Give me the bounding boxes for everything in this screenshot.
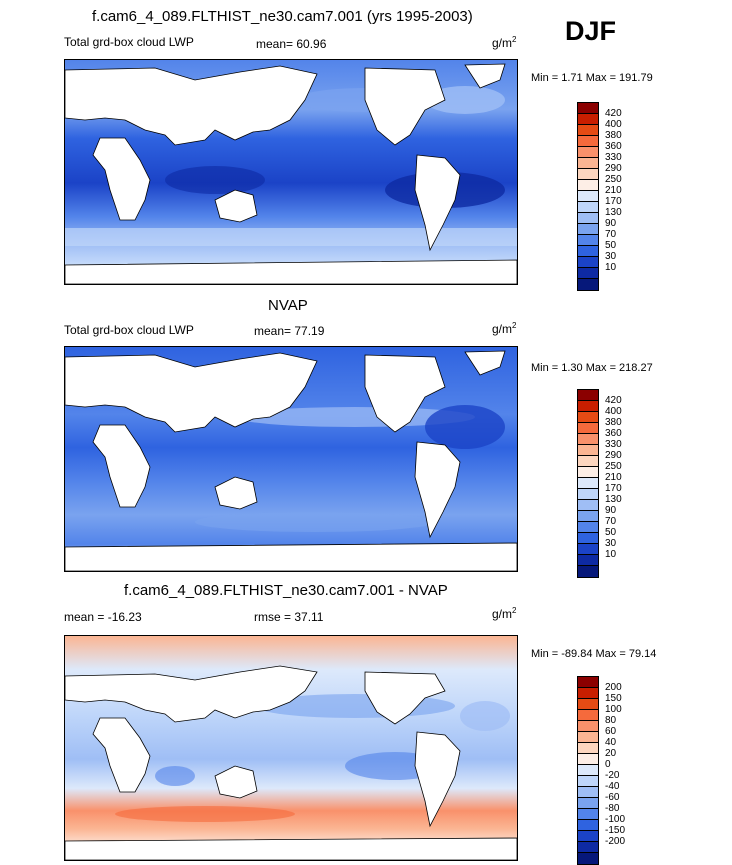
colorbar-tick: 170 — [605, 196, 622, 207]
panel-title-diff: f.cam6_4_089.FLTHIST_ne30.cam7.001 - NVA… — [124, 582, 448, 599]
season-label: DJF — [565, 16, 617, 46]
colorbar-tick: 380 — [605, 417, 622, 428]
colorbar-tick: -40 — [605, 781, 620, 792]
map-nvap-lwp — [64, 346, 518, 572]
colorbar-diff: 200 150 100 80 60 40 20 0 -20 -40 -60 -8… — [577, 676, 625, 865]
colorbar-tick: 20 — [605, 748, 617, 759]
colorbar-tick: 80 — [605, 715, 617, 726]
panel-mean-diff: mean = -16.23 — [64, 610, 142, 624]
panel-units-diff: g/m2 — [492, 606, 517, 621]
colorbar-tick: -200 — [605, 836, 626, 847]
colorbar-tick: 360 — [605, 141, 622, 152]
map-model-lwp — [64, 59, 518, 285]
colorbar-tick: 30 — [605, 251, 617, 262]
colorbar-tick: 250 — [605, 174, 622, 185]
colorbar-tick: 50 — [605, 527, 617, 538]
panel-minmax-diff: Min = -89.84 Max = 79.14 — [531, 648, 657, 660]
panel-left-label-model: Total grd-box cloud LWP — [64, 35, 194, 49]
colorbar-tick: 250 — [605, 461, 622, 472]
colorbar-tick: 200 — [605, 682, 622, 693]
colorbar-tick: -60 — [605, 792, 620, 803]
colorbar-tick: -150 — [605, 825, 626, 836]
panel-mean-model: mean= 60.96 — [256, 37, 327, 51]
colorbar-tick: 330 — [605, 439, 622, 450]
colorbar-tick: 100 — [605, 704, 622, 715]
colorbar-tick: 330 — [605, 152, 622, 163]
panel-title-model: f.cam6_4_089.FLTHIST_ne30.cam7.001 (yrs … — [92, 8, 473, 25]
panel-mean-obs: mean= 77.19 — [254, 324, 325, 338]
colorbar-tick: 70 — [605, 516, 617, 527]
colorbar-tick: 40 — [605, 737, 617, 748]
colorbar-tick: -80 — [605, 803, 620, 814]
colorbar-model: 420 400 380 360 330 290 250 210 170 130 … — [577, 102, 622, 291]
map-difference — [64, 635, 518, 861]
panel-left-label-obs: Total grd-box cloud LWP — [64, 323, 194, 337]
colorbar-swatches-model — [577, 102, 599, 291]
colorbar-tick: 50 — [605, 240, 617, 251]
colorbar-tick: 60 — [605, 726, 617, 737]
colorbar-tick: 90 — [605, 505, 617, 516]
colorbar-tick: 420 — [605, 395, 622, 406]
colorbar-tick: 210 — [605, 472, 622, 483]
colorbar-tick: 400 — [605, 119, 622, 130]
colorbar-tick: -20 — [605, 770, 620, 781]
panel-units-obs: g/m2 — [492, 321, 517, 336]
colorbar-tick: 380 — [605, 130, 622, 141]
colorbar-tick: 0 — [605, 759, 611, 770]
colorbar-tick: 130 — [605, 207, 622, 218]
panel-units-model: g/m2 — [492, 35, 517, 50]
panel-minmax-obs: Min = 1.30 Max = 218.27 — [531, 362, 653, 374]
panel-title-obs: NVAP — [268, 297, 308, 314]
colorbar-swatches-diff — [577, 676, 599, 865]
colorbar-tick: 150 — [605, 693, 622, 704]
panel-rmse-diff: rmse = 37.11 — [254, 610, 324, 624]
panel-minmax-model: Min = 1.71 Max = 191.79 — [531, 72, 653, 84]
colorbar-tick: 210 — [605, 185, 622, 196]
colorbar-tick: 30 — [605, 538, 617, 549]
colorbar-tick: 290 — [605, 450, 622, 461]
colorbar-tick: 90 — [605, 218, 617, 229]
colorbar-tick: 70 — [605, 229, 617, 240]
colorbar-tick: 290 — [605, 163, 622, 174]
colorbar-tick: 130 — [605, 494, 622, 505]
colorbar-tick: 400 — [605, 406, 622, 417]
colorbar-tick: 10 — [605, 549, 617, 560]
colorbar-tick: 170 — [605, 483, 622, 494]
colorbar-tick: -100 — [605, 814, 626, 825]
colorbar-tick: 10 — [605, 262, 617, 273]
colorbar-tick: 360 — [605, 428, 622, 439]
colorbar-tick: 420 — [605, 108, 622, 119]
colorbar-swatches-obs — [577, 389, 599, 578]
colorbar-obs: 420 400 380 360 330 290 250 210 170 130 … — [577, 389, 622, 578]
